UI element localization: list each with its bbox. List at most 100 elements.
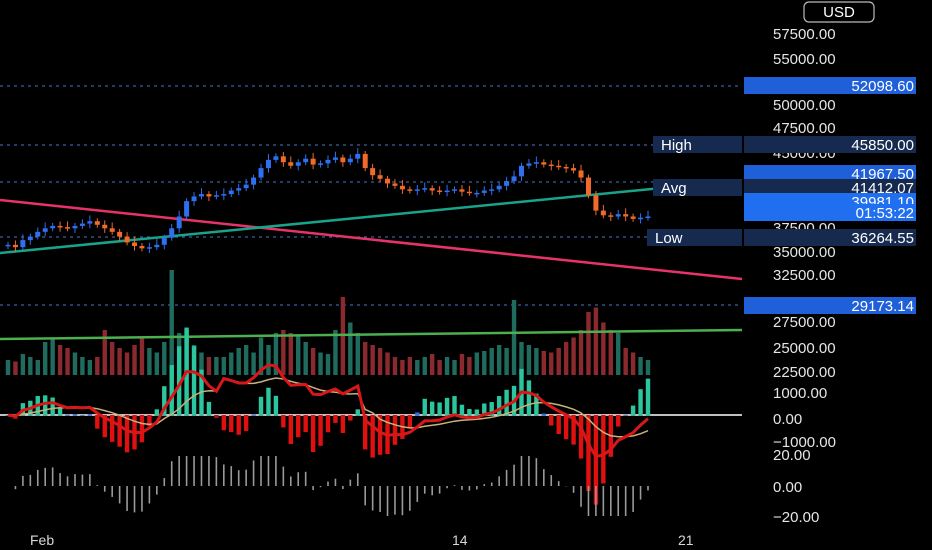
candle-body[interactable] [228, 190, 234, 195]
candle-body[interactable] [20, 240, 26, 248]
candle-body[interactable] [146, 247, 152, 249]
candle-body[interactable] [571, 168, 577, 171]
candle-body[interactable] [518, 165, 524, 177]
candle-body[interactable] [109, 228, 115, 232]
candle-body[interactable] [623, 214, 629, 217]
candle-body[interactable] [332, 157, 338, 160]
candle-body[interactable] [615, 214, 621, 217]
price-tag[interactable]: 36264.55 Low [647, 229, 916, 247]
candle-body[interactable] [154, 244, 160, 248]
candle-body[interactable] [370, 168, 376, 176]
candle-body[interactable] [355, 153, 361, 159]
candle-body[interactable] [593, 195, 599, 211]
candle-body[interactable] [132, 242, 138, 246]
candle-body[interactable] [630, 216, 636, 219]
candle-body[interactable] [42, 228, 48, 232]
candle-body[interactable] [117, 231, 123, 237]
candle-body[interactable] [27, 236, 33, 241]
candle-body[interactable] [206, 194, 212, 197]
currency-button[interactable]: USD [803, 1, 875, 23]
candle-body[interactable] [12, 244, 18, 248]
candle-body[interactable] [124, 236, 130, 243]
candle-body[interactable] [600, 210, 606, 216]
price-tag[interactable]: 41967.50 [744, 165, 916, 183]
candle-body[interactable] [459, 189, 465, 192]
candle-body[interactable] [50, 225, 56, 229]
candle-body[interactable] [236, 188, 242, 191]
candle-body[interactable] [295, 162, 301, 166]
volume-trendline[interactable] [0, 328, 743, 341]
candle-body[interactable] [258, 168, 264, 178]
candle-body[interactable] [638, 217, 644, 220]
candle-body[interactable] [102, 224, 108, 229]
candle-body[interactable] [526, 163, 532, 166]
candle-body[interactable] [169, 228, 175, 238]
candle-body[interactable] [489, 189, 495, 191]
candle-body[interactable] [496, 185, 502, 190]
candle-body[interactable] [422, 188, 428, 190]
candle-body[interactable] [87, 221, 93, 224]
candle-body[interactable] [548, 164, 554, 167]
candle-body[interactable] [273, 156, 279, 160]
price-tag[interactable]: 41412.07 Avg [653, 179, 916, 197]
candle-body[interactable] [184, 201, 190, 217]
candle-body[interactable] [511, 176, 517, 182]
candle-body[interactable] [72, 225, 78, 229]
candle-body[interactable] [541, 162, 547, 165]
candle-body[interactable] [466, 191, 472, 194]
candle-body[interactable] [578, 170, 584, 178]
candle-body[interactable] [310, 158, 316, 165]
price-tag[interactable]: 29173.14 [744, 297, 916, 315]
price-tag[interactable]: 01:53:22 [744, 204, 916, 222]
candle-body[interactable] [437, 190, 443, 193]
candle-body[interactable] [65, 227, 71, 229]
candle-body[interactable] [139, 246, 145, 249]
candle-body[interactable] [94, 221, 100, 225]
candle-body[interactable] [325, 159, 331, 164]
candle-body[interactable] [221, 194, 227, 196]
candle-body[interactable] [161, 237, 167, 245]
candle-body[interactable] [265, 159, 271, 169]
descending-trendline[interactable] [0, 198, 743, 281]
candle-body[interactable] [608, 215, 614, 217]
price-tag[interactable]: 52098.60 [744, 77, 916, 95]
ascending-trendline[interactable] [0, 186, 663, 255]
candle-body[interactable] [452, 189, 458, 191]
candle-body[interactable] [243, 184, 249, 189]
candle-body[interactable] [362, 153, 368, 169]
candle-body[interactable] [5, 244, 11, 247]
candle-body[interactable] [340, 157, 346, 163]
candle-body[interactable] [533, 162, 539, 164]
candle-body[interactable] [377, 175, 383, 179]
candle-body[interactable] [392, 183, 398, 186]
candle-body[interactable] [191, 196, 197, 202]
candle-body[interactable] [385, 178, 391, 184]
candle-body[interactable] [563, 166, 569, 169]
candle-body[interactable] [645, 216, 651, 219]
candle-body[interactable] [303, 158, 309, 163]
candle-body[interactable] [288, 162, 294, 166]
candle-body[interactable] [504, 181, 510, 186]
candle-body[interactable] [399, 185, 405, 190]
candle-body[interactable] [198, 194, 204, 197]
price-tag[interactable]: 45850.00 High [653, 136, 916, 154]
candle-body[interactable] [444, 190, 450, 193]
candle-body[interactable] [556, 165, 562, 168]
candle-body[interactable] [176, 216, 182, 229]
candle-body[interactable] [429, 188, 435, 191]
candle-body[interactable] [318, 163, 324, 165]
candle-body[interactable] [585, 177, 591, 196]
candle-body[interactable] [79, 223, 85, 226]
candle-body[interactable] [407, 189, 413, 191]
candle-body[interactable] [213, 195, 219, 197]
candle-body[interactable] [280, 156, 286, 163]
candle-body[interactable] [347, 158, 353, 163]
candle-body[interactable] [481, 190, 487, 193]
candle-body[interactable] [474, 192, 480, 195]
candle-body[interactable] [35, 231, 41, 237]
candle-body[interactable] [57, 225, 63, 228]
candle-body[interactable] [251, 177, 257, 185]
candle-body[interactable] [414, 189, 420, 191]
